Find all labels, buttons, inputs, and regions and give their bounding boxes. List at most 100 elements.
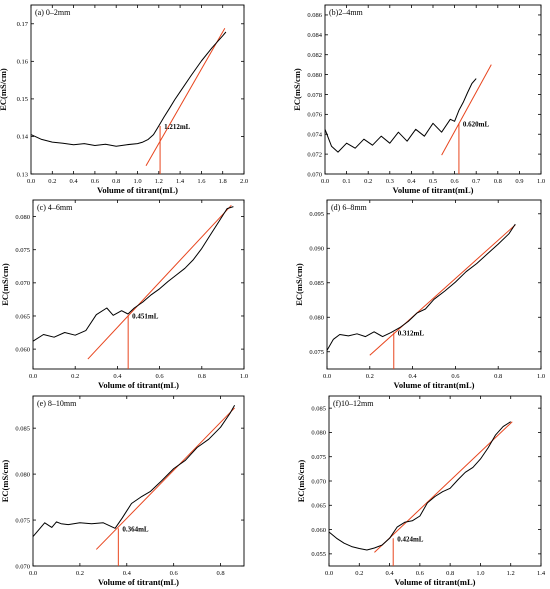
fit-line xyxy=(87,204,232,360)
x-tick-label: 2.0 xyxy=(240,178,248,185)
x-axis-label: Volume of titrant(mL) xyxy=(395,577,476,587)
x-tick-label: 0.6 xyxy=(170,570,179,577)
x-tick-label: 0.6 xyxy=(416,570,425,577)
x-tick-label: 1.2 xyxy=(155,178,163,185)
x-tick-label: 0.0 xyxy=(29,373,37,380)
endpoint-label: 0.424mL xyxy=(397,535,424,543)
y-axis-label: EC(mS/cm) xyxy=(294,263,304,306)
y-tick-label: 0.065 xyxy=(15,313,30,320)
x-tick-label: 0.2 xyxy=(366,373,374,380)
x-axis-label: Volume of titrant(mL) xyxy=(98,380,179,390)
y-tick-label: 0.085 xyxy=(309,280,324,287)
panel-label: (c) 4–6mm xyxy=(37,203,73,212)
y-tick-label: 0.070 xyxy=(311,478,326,485)
x-tick-label: 1.0 xyxy=(476,570,484,577)
endpoint-label: 0.620mL xyxy=(463,120,490,128)
x-axis-label: Volume of titrant(mL) xyxy=(97,185,178,195)
x-tick-label: 0.0 xyxy=(29,570,37,577)
x-tick-label: 0.4 xyxy=(409,373,418,380)
x-tick-label: 0.8 xyxy=(198,373,206,380)
x-tick-label: 0.7 xyxy=(472,178,481,185)
series-line xyxy=(328,421,511,551)
x-tick-label: 0.3 xyxy=(386,178,394,185)
x-tick-label: 0.1 xyxy=(343,178,351,185)
x-tick-label: 0.2 xyxy=(364,178,372,185)
y-tick-label: 0.14 xyxy=(17,134,29,141)
y-tick-label: 0.13 xyxy=(17,171,28,178)
x-tick-label: 0.2 xyxy=(355,570,363,577)
series-line xyxy=(32,206,234,342)
y-tick-label: 0.075 xyxy=(309,349,324,356)
x-tick-label: 0.6 xyxy=(451,178,460,185)
y-tick-label: 0.080 xyxy=(309,315,324,322)
fit-line xyxy=(441,64,492,156)
y-tick-label: 0.090 xyxy=(309,246,324,253)
series-line xyxy=(326,223,516,351)
chart-panel-2: 0.0 0.1 0.2 0.3 0.4 0.5 0.6 0.7 0.8 0.9 1.0 0.070 0.… xyxy=(292,4,545,195)
y-tick-label: 0.16 xyxy=(17,59,29,66)
x-tick-label: 1.2 xyxy=(507,570,515,577)
x-tick-label: 0.4 xyxy=(70,178,79,185)
x-tick-label: 0.6 xyxy=(156,373,165,380)
y-tick-label: 0.074 xyxy=(307,132,322,139)
x-tick-label: 0.6 xyxy=(451,373,460,380)
plot-frame xyxy=(32,395,245,567)
series-line xyxy=(324,78,477,153)
y-tick-label: 0.075 xyxy=(15,247,30,254)
plot-frame xyxy=(326,199,542,370)
x-axis-label: Volume of titrant(mL) xyxy=(394,380,475,390)
x-tick-label: 1.0 xyxy=(537,178,545,185)
x-tick-label: 0.0 xyxy=(323,373,331,380)
x-tick-label: 0.4 xyxy=(407,178,416,185)
fit-line xyxy=(374,421,513,553)
x-tick-label: 1.4 xyxy=(176,178,185,185)
y-axis-label: EC(mS/cm) xyxy=(0,263,10,306)
y-tick-label: 0.070 xyxy=(15,280,30,287)
panel-label: (b)2–4mm xyxy=(329,8,364,17)
y-axis-label: EC(mS/cm) xyxy=(292,68,302,111)
y-tick-label: 0.17 xyxy=(17,21,29,28)
panel-label: (a) 0–2mm xyxy=(35,8,71,17)
y-axis-label: EC(mS/cm) xyxy=(296,460,306,503)
x-tick-label: 0.8 xyxy=(494,373,502,380)
y-tick-label: 0.085 xyxy=(15,425,30,432)
x-tick-label: 0.8 xyxy=(112,178,120,185)
x-tick-label: 0.8 xyxy=(494,178,502,185)
x-tick-label: 0.0 xyxy=(27,178,35,185)
x-tick-label: 1.0 xyxy=(240,373,248,380)
x-tick-label: 1.0 xyxy=(537,373,545,380)
y-tick-label: 0.080 xyxy=(15,471,30,478)
y-tick-label: 0.080 xyxy=(311,430,326,437)
x-tick-label: 0.5 xyxy=(429,178,437,185)
y-tick-label: 0.084 xyxy=(307,32,322,39)
endpoint-label: 0.312mL xyxy=(398,329,425,337)
panel-label: (f)10–12mm xyxy=(333,399,374,408)
x-tick-label: 1.6 xyxy=(197,178,206,185)
y-tick-label: 0.055 xyxy=(311,551,326,558)
x-tick-label: 0.4 xyxy=(386,570,395,577)
chart-panel-1: 0.0 0.2 0.4 0.6 0.8 1.0 1.2 1.4 1.6 1.8 2.0 0.13 0.1… xyxy=(0,4,248,195)
x-axis-label: Volume of titrant(mL) xyxy=(393,185,474,195)
y-tick-label: 0.072 xyxy=(307,151,322,158)
series-line xyxy=(30,31,227,147)
panel-label: (d) 6–8mm xyxy=(331,203,368,212)
series-line xyxy=(32,404,236,537)
y-tick-label: 0.086 xyxy=(307,12,322,19)
y-tick-label: 0.060 xyxy=(15,346,30,353)
y-tick-label: 0.15 xyxy=(17,96,28,103)
endpoint-label: 0.451mL xyxy=(132,312,159,320)
x-tick-label: 0.0 xyxy=(321,178,329,185)
y-tick-label: 0.076 xyxy=(307,112,322,119)
y-tick-label: 0.075 xyxy=(311,454,326,461)
fit-line xyxy=(145,28,226,166)
y-tick-label: 0.095 xyxy=(309,211,324,218)
chart-panel-4: 0.0 0.2 0.4 0.6 0.8 1.0 0.075 0.080 0.085 0.090 0.… xyxy=(294,199,545,390)
panel-label: (e) 8–10mm xyxy=(37,399,77,408)
y-axis-label: EC(mS/cm) xyxy=(0,68,8,111)
y-tick-label: 0.075 xyxy=(15,517,30,524)
x-tick-label: 0.2 xyxy=(48,178,56,185)
x-tick-label: 0.2 xyxy=(71,373,79,380)
y-tick-label: 0.070 xyxy=(15,563,30,570)
